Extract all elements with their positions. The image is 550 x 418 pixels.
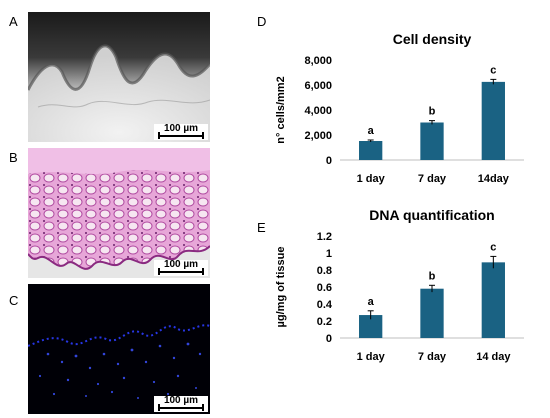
scalebar-label-a: 100 µm <box>163 123 199 134</box>
cell-density-significance-label: c <box>490 64 496 76</box>
dna-quantification-y-tick-label: 1.2 <box>317 231 332 243</box>
cell-density-y-tick-label: 2,000 <box>304 130 332 142</box>
panel-letter-a: A <box>9 14 18 29</box>
dna-quantification-y-axis-label: µg/mg of tissue <box>275 247 287 328</box>
dna-quantification-chart: DNA quantification µg/mg of tissue 0 0.2 0.4… <box>275 207 524 363</box>
cell-density-x-tick-label: 1 day <box>357 173 386 185</box>
cell-density-y-axis-label: n° cells/mm2 <box>275 76 287 143</box>
cell-density-bar <box>359 141 383 160</box>
panel-letter-b: B <box>9 150 18 165</box>
dapi-image <box>28 284 210 414</box>
dna-quantification-bar <box>420 288 444 338</box>
scalebar-label-c: 100 µm <box>163 395 199 406</box>
panel-letter-d: D <box>257 14 267 29</box>
dna-quantification-y-tick-label: 0 <box>326 333 332 345</box>
cell-density-y-tick-label: 8,000 <box>304 55 332 67</box>
dna-quantification-x-tick-label: 7 day <box>418 351 447 363</box>
micrograph-brightfield: 100 µm <box>28 12 210 142</box>
cell-density-significance-label: b <box>429 106 436 118</box>
micrograph-he-stain: 100 µm <box>28 148 210 278</box>
cell-density-y-tick-label: 0 <box>326 155 332 167</box>
cell-density-x-tick-label: 14day <box>478 173 510 185</box>
panel-letter-c: C <box>9 293 19 308</box>
dna-quantification-significance-label: c <box>490 241 496 253</box>
dna-quantification-bar <box>481 262 505 338</box>
dna-quantification-significance-label: b <box>429 270 436 282</box>
dna-quantification-y-tick-label: 0.4 <box>317 299 333 311</box>
dna-quantification-y-tick-label: 0.2 <box>317 316 332 328</box>
scalebar-label-b: 100 µm <box>163 259 199 270</box>
cell-density-y-tick-label: 6,000 <box>304 80 332 92</box>
dna-quantification-y-tick-label: 0.8 <box>317 265 332 277</box>
cell-density-y-tick-label: 4,000 <box>304 105 332 117</box>
scalebar-c: 100 µm <box>154 395 208 412</box>
cell-density-significance-label: a <box>368 125 375 137</box>
dna-quantification-bar <box>359 315 383 338</box>
dna-quantification-significance-label: a <box>368 296 375 308</box>
cell-density-bar <box>481 81 505 160</box>
dna-quantification-y-tick-label: 0.6 <box>317 282 332 294</box>
cell-density-x-tick-label: 7 day <box>418 173 447 185</box>
cell-density-chart-title: Cell density <box>393 31 472 47</box>
dna-quantification-chart-title: DNA quantification <box>369 207 494 223</box>
dna-quantification-y-tick-label: 1 <box>326 248 332 260</box>
dna-quantification-x-tick-label: 14 day <box>476 351 511 363</box>
cell-density-chart: Cell density n° cells/mm2 0 2,000 4,000 6,000… <box>275 31 524 185</box>
brightfield-image <box>28 12 210 142</box>
cell-density-bar <box>420 122 444 160</box>
dna-quantification-x-tick-label: 1 day <box>357 351 386 363</box>
he-stain-image <box>28 148 210 278</box>
scalebar-b: 100 µm <box>154 259 208 276</box>
micrograph-dapi: 100 µm <box>28 284 210 414</box>
scalebar-a: 100 µm <box>154 123 208 140</box>
panel-letter-e: E <box>257 220 266 235</box>
